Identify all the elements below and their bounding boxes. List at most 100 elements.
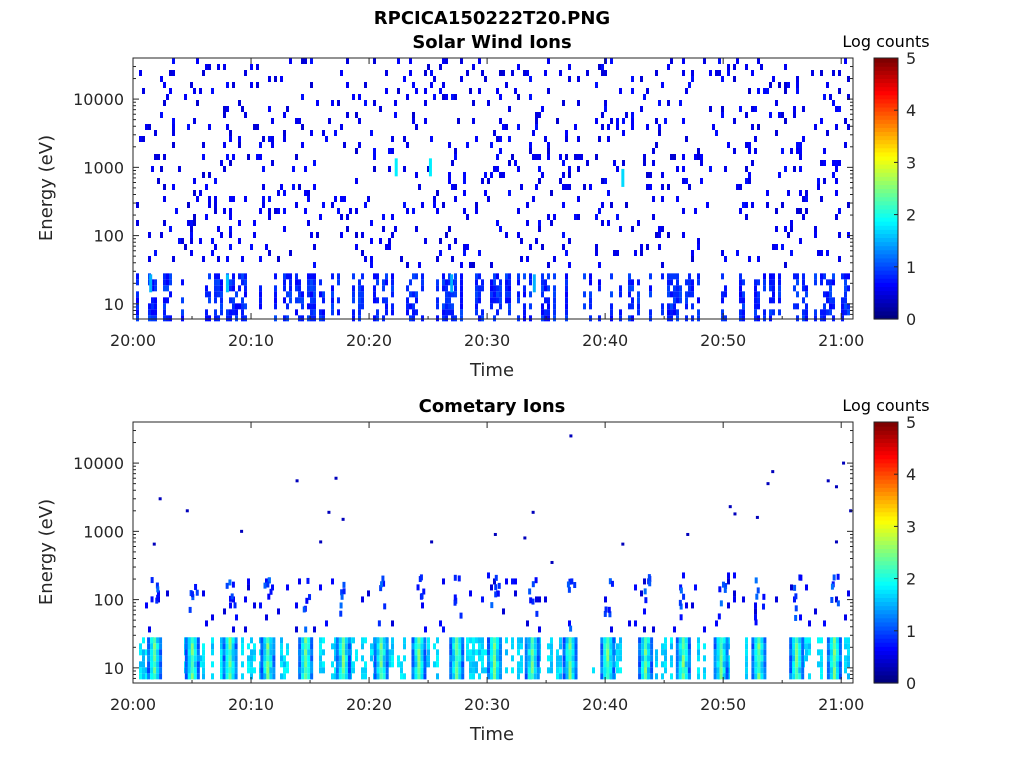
heatmap-cell: [691, 70, 694, 76]
heatmap-cell: [370, 643, 373, 650]
heatmap-cell: [472, 667, 475, 674]
y-tick-label: 100: [93, 591, 124, 610]
burst-cell: [449, 637, 453, 644]
heatmap-cell: [493, 279, 496, 286]
data-point: [158, 497, 162, 501]
burst-cell: [496, 667, 499, 674]
heatmap-cell: [826, 297, 829, 304]
burst-cell: [301, 673, 305, 680]
heatmap-cell: [163, 154, 166, 160]
heatmap-cell: [250, 667, 253, 674]
heatmap-cell: [277, 208, 280, 214]
burst-cell: [536, 661, 540, 668]
heatmap-cell: [310, 130, 313, 136]
heatmap-cell: [352, 637, 355, 644]
colorbar-segment: [874, 139, 898, 145]
heatmap-cell: [313, 244, 316, 250]
heatmap-cell: [388, 238, 391, 244]
heatmap-cell: [229, 315, 232, 322]
heatmap-cell: [493, 315, 496, 322]
heatmap-cell: [193, 88, 196, 94]
burst-cell: [190, 661, 194, 668]
burst-cell: [225, 655, 229, 662]
heatmap-cell: [163, 100, 166, 106]
burst-cell: [638, 643, 642, 650]
burst-cell: [193, 655, 197, 662]
heatmap-cell: [496, 309, 499, 316]
heatmap-cell: [670, 643, 673, 650]
heatmap-cell: [610, 626, 613, 633]
heatmap-cell: [475, 208, 478, 214]
heatmap-cell: [358, 315, 361, 322]
heatmap-cell: [406, 303, 409, 310]
solar-wind-heatmap: [136, 58, 850, 322]
burst-cell: [562, 637, 566, 644]
burst-cell: [789, 643, 793, 650]
heatmap-cell: [505, 667, 508, 674]
heatmap-cell: [820, 637, 823, 644]
burst-cell: [298, 637, 302, 644]
heatmap-cell: [247, 661, 250, 668]
heatmap-cell: [391, 661, 394, 668]
colorbar-segment: [874, 298, 898, 304]
colorbar-segment: [874, 62, 898, 67]
burst-cell: [417, 637, 421, 644]
heatmap-cell: [640, 76, 643, 82]
burst-cell: [260, 673, 264, 680]
heatmap-cell: [565, 136, 568, 142]
heatmap-cell: [775, 226, 778, 232]
heatmap-cell: [520, 637, 523, 644]
heatmap-cell: [472, 673, 475, 680]
heatmap-cell: [352, 285, 355, 292]
heatmap-cell: [205, 184, 208, 190]
heatmap-cell: [202, 673, 205, 680]
heatmap-cell: [844, 285, 847, 292]
heatmap-cell: [643, 578, 646, 585]
burst-cell: [231, 581, 235, 588]
heatmap-cell: [796, 303, 799, 310]
heatmap-cell: [142, 649, 145, 656]
heatmap-cell: [391, 273, 394, 280]
burst-cell: [420, 593, 424, 600]
heatmap-cell: [250, 661, 253, 668]
heatmap-cell: [781, 112, 784, 118]
burst-cell: [461, 673, 465, 680]
burst-cell: [376, 655, 380, 662]
heatmap-cell: [514, 88, 517, 94]
heatmap-cell: [442, 315, 445, 322]
burst-cell: [606, 655, 610, 662]
heatmap-cell: [601, 124, 604, 130]
burst-cell: [379, 655, 383, 662]
burst-cell: [795, 661, 799, 668]
heatmap-cell: [190, 82, 193, 88]
heatmap-cell: [583, 273, 586, 280]
heatmap-cell: [670, 315, 673, 322]
colorbar-segment: [874, 306, 898, 312]
heatmap-cell: [382, 315, 385, 322]
heatmap-cell: [829, 309, 832, 316]
heatmap-cell: [298, 315, 301, 322]
burst-cell: [675, 667, 679, 674]
heatmap-cell: [844, 303, 847, 310]
heatmap-cell: [523, 309, 526, 316]
heatmap-cell: [727, 572, 730, 579]
burst-cell: [190, 667, 194, 674]
heatmap-cell: [463, 172, 466, 178]
heatmap-cell: [487, 100, 490, 106]
heatmap-cell: [835, 124, 838, 130]
burst-cell: [801, 673, 805, 680]
heatmap-cell: [517, 673, 520, 680]
burst-cell: [678, 643, 682, 650]
heatmap-cell: [688, 184, 691, 190]
colorbar-segment: [874, 475, 898, 480]
heatmap-cell: [697, 673, 700, 680]
heatmap-cell: [661, 184, 664, 190]
burst-cell: [423, 667, 427, 674]
heatmap-cell: [439, 88, 442, 94]
heatmap-cell: [535, 124, 538, 130]
burst-cell: [376, 673, 380, 680]
burst-cell: [499, 661, 502, 668]
heatmap-cell: [505, 124, 508, 130]
heatmap-cell: [766, 190, 769, 196]
heatmap-cell: [562, 160, 565, 166]
